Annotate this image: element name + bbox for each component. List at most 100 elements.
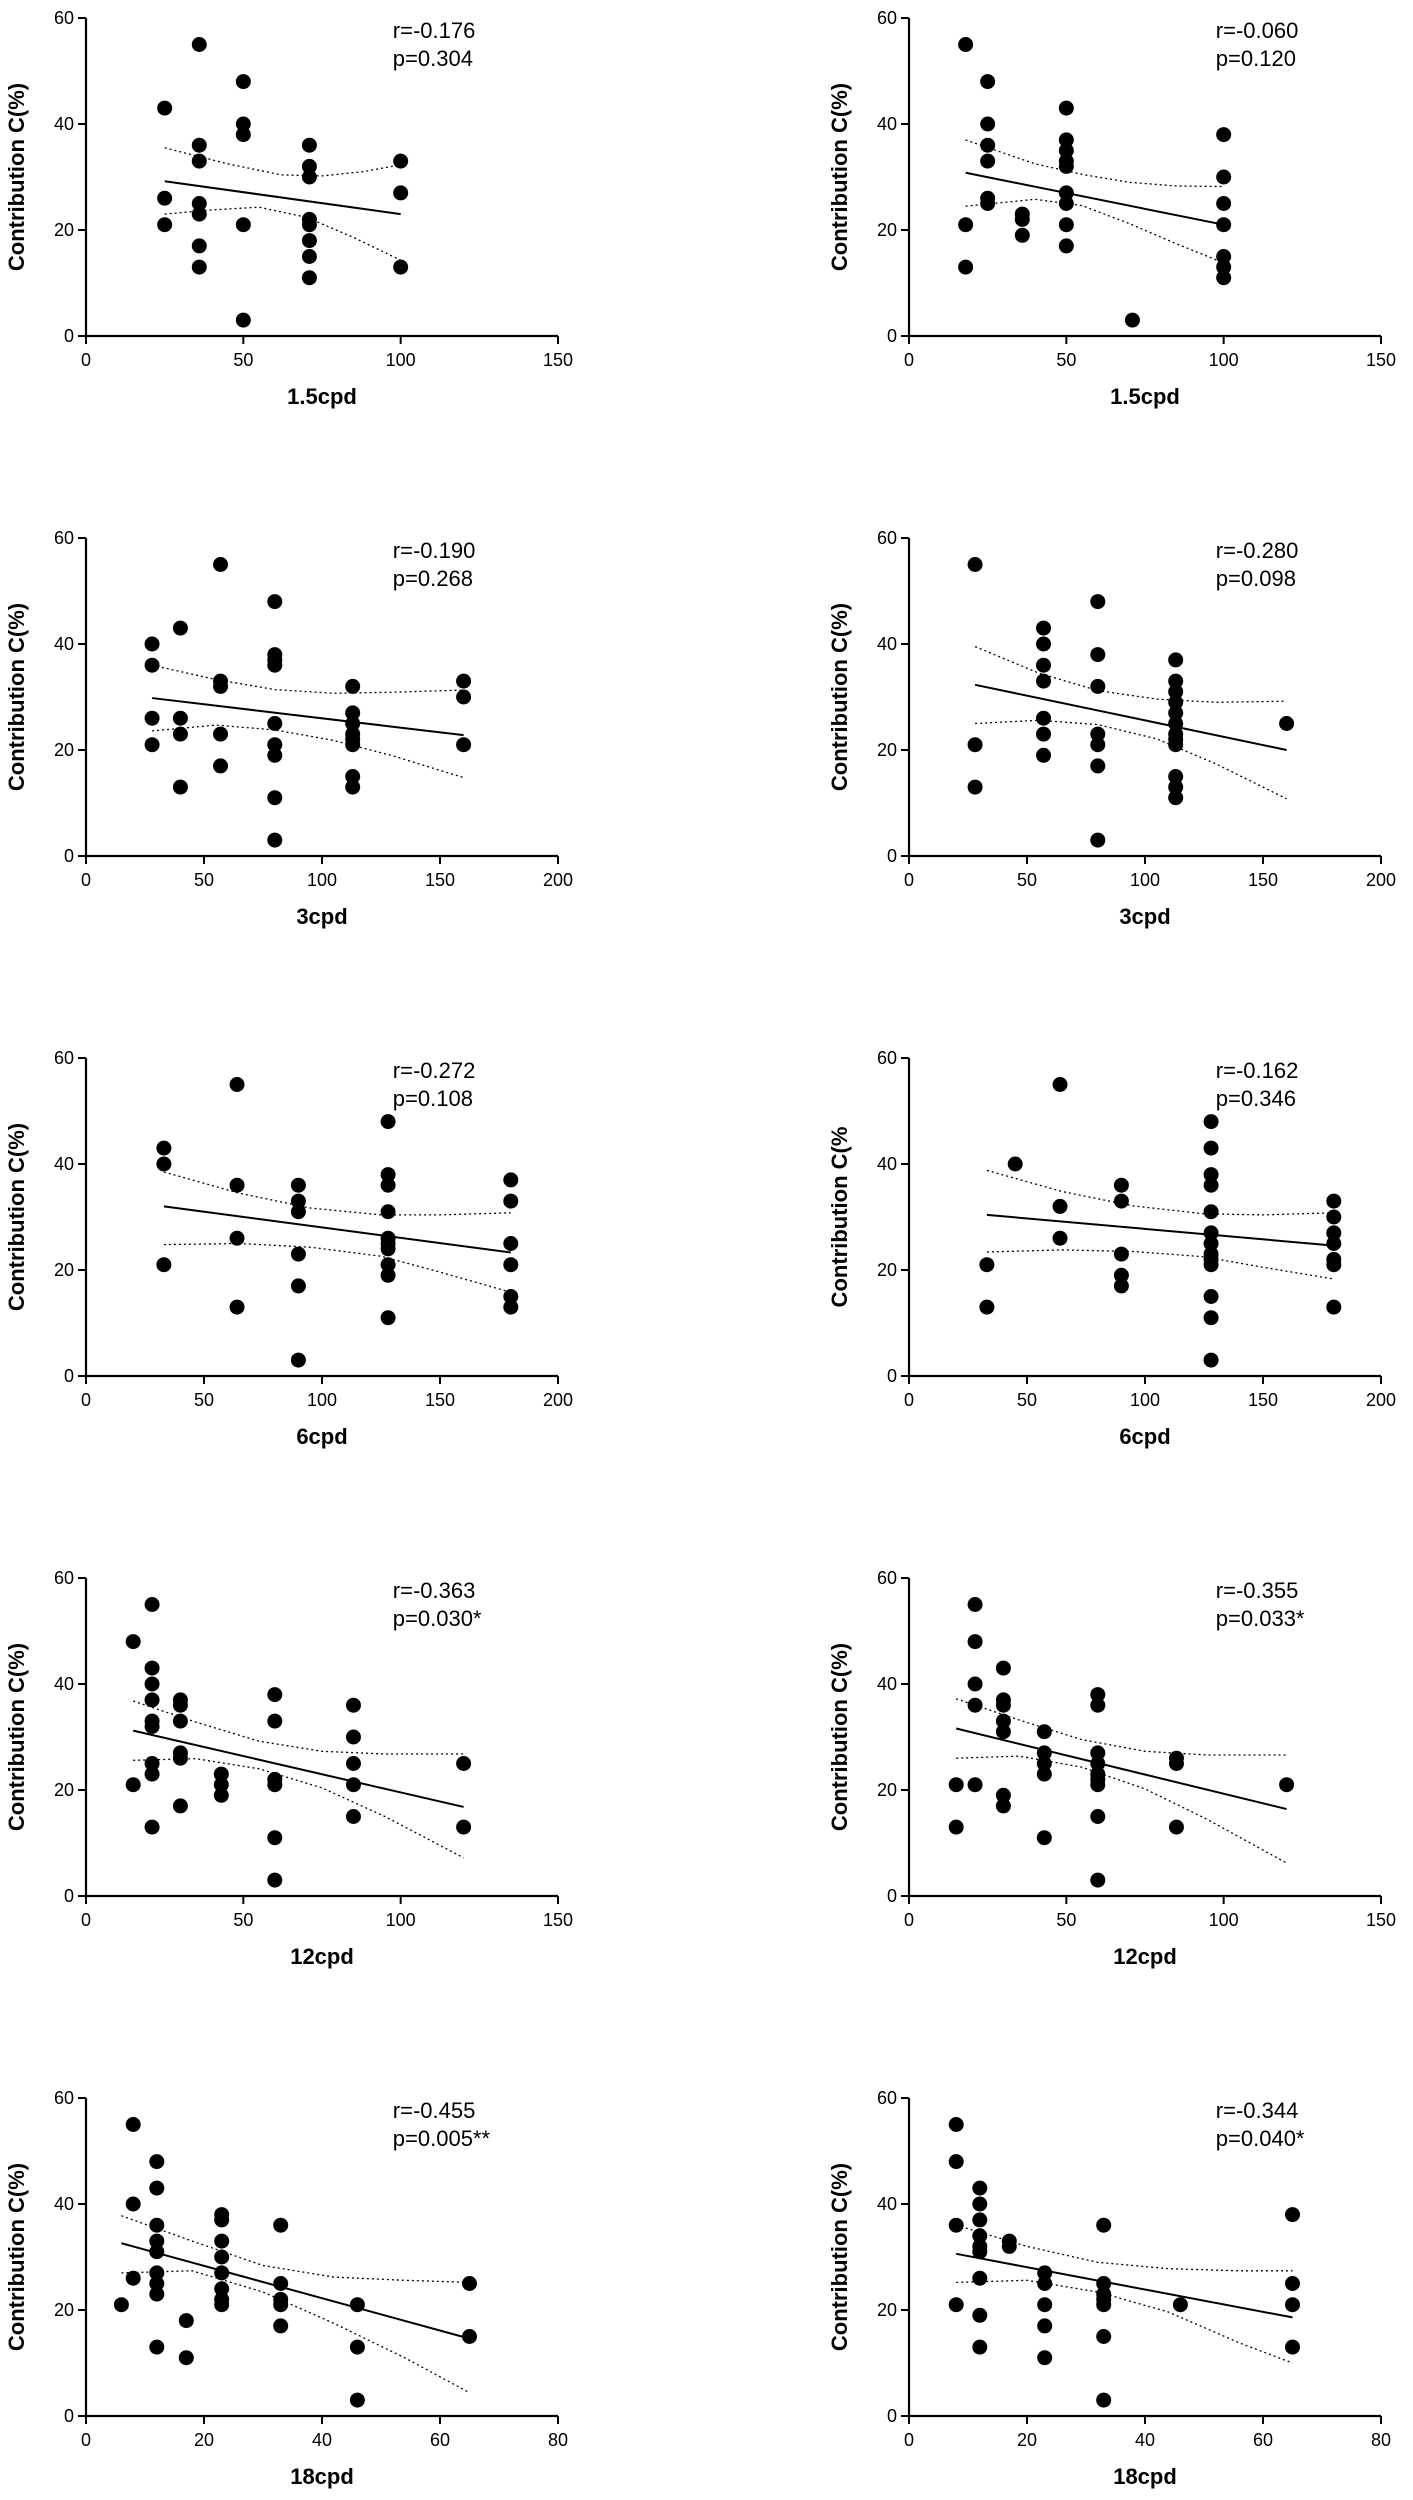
data-point <box>214 2281 230 2297</box>
data-point <box>235 312 251 328</box>
data-point <box>1090 1809 1106 1824</box>
x-tick-label: 60 <box>430 2430 450 2450</box>
ci-lower-band <box>152 724 464 779</box>
data-point <box>149 2180 165 2196</box>
ci-lower-band <box>956 2279 1293 2364</box>
data-point <box>1285 2339 1300 2355</box>
data-point <box>1014 227 1030 243</box>
data-point <box>1168 694 1184 710</box>
data-point <box>267 1687 283 1703</box>
data-point <box>345 1697 361 1713</box>
data-point <box>1326 1299 1342 1315</box>
ci-upper-band <box>974 645 1287 703</box>
y-tick-label: 60 <box>877 1048 897 1068</box>
data-point <box>1203 1167 1219 1183</box>
data-point <box>1096 2276 1112 2291</box>
y-tick-label: 0 <box>64 846 74 866</box>
data-point <box>144 1766 160 1782</box>
x-tick-label: 50 <box>1056 350 1076 370</box>
data-point <box>213 1787 229 1803</box>
x-axis-title: 6cpd <box>1119 1424 1170 1449</box>
data-point <box>191 206 207 222</box>
data-point <box>290 1352 306 1368</box>
scatter-panel-8: 0 20 40 60 0 50 100 150 12cpd Contribution C(%) r=… <box>827 1568 1396 1969</box>
y-tick-label: 60 <box>54 8 74 28</box>
ci-lower-band <box>956 1755 1287 1864</box>
stat-p: p=0.268 <box>393 566 473 591</box>
data-point <box>1203 1310 1219 1326</box>
data-point <box>191 37 207 52</box>
y-tick-label: 20 <box>877 220 897 240</box>
stat-r: r=-0.363 <box>393 1578 476 1603</box>
data-point <box>191 196 207 211</box>
data-point <box>1090 678 1106 694</box>
regression-line <box>164 180 401 216</box>
data-point <box>1037 2350 1053 2366</box>
data-point <box>345 737 361 753</box>
data-point <box>456 673 472 689</box>
data-point <box>1090 726 1106 742</box>
data-point <box>980 116 996 132</box>
ci-lower-band <box>133 1758 464 1859</box>
data-point <box>229 1299 245 1315</box>
data-point <box>1037 2297 1053 2313</box>
stat-p: p=0.304 <box>393 46 473 71</box>
data-point <box>213 678 229 694</box>
data-point <box>235 74 251 90</box>
data-point <box>1058 217 1074 233</box>
data-point <box>172 1697 188 1713</box>
data-point <box>1203 1177 1219 1193</box>
scatter-panel-10: 0 20 40 60 0 20 40 60 80 18cpd Contribution C(%) r=… <box>827 2088 1391 2489</box>
data-point <box>213 1777 229 1793</box>
data-point <box>267 657 283 673</box>
data-point <box>972 2339 988 2355</box>
y-axis-title: Contribution C(% <box>827 1127 852 1308</box>
x-tick-label: 0 <box>81 1910 91 1930</box>
data-point <box>235 127 251 143</box>
data-point <box>1216 196 1232 211</box>
data-point <box>948 1777 964 1793</box>
data-point <box>979 1299 995 1315</box>
data-point <box>380 1167 396 1183</box>
data-point <box>229 1077 245 1092</box>
data-point <box>1001 2238 1017 2254</box>
data-point <box>144 1597 160 1612</box>
data-point <box>213 758 229 774</box>
data-point <box>503 1257 519 1273</box>
y-axis-title: Contribution C(%) <box>4 1643 29 1831</box>
data-point <box>1203 1114 1219 1130</box>
data-point <box>1203 1204 1219 1220</box>
x-tick-label: 100 <box>1130 870 1160 890</box>
data-point <box>301 158 317 174</box>
data-point <box>967 1634 983 1650</box>
data-point <box>267 790 283 806</box>
x-tick-label: 100 <box>1130 1390 1160 1410</box>
data-point <box>149 2286 165 2302</box>
x-tick-label: 50 <box>1017 1390 1037 1410</box>
data-point <box>995 1713 1011 1729</box>
data-point <box>125 2196 141 2212</box>
data-point <box>1036 1756 1052 1771</box>
data-point <box>149 2265 165 2281</box>
data-point <box>1090 1872 1106 1888</box>
stat-r: r=-0.162 <box>1216 1058 1299 1083</box>
data-point <box>1090 647 1106 663</box>
data-point <box>149 2276 165 2291</box>
stat-p: p=0.108 <box>393 1086 473 1111</box>
y-tick-label: 20 <box>54 220 74 240</box>
data-point <box>144 1692 160 1708</box>
data-point <box>157 190 173 206</box>
data-point <box>125 1777 141 1793</box>
data-point <box>156 1257 172 1273</box>
stat-p: p=0.033* <box>1216 1606 1305 1631</box>
stat-p: p=0.098 <box>1216 566 1296 591</box>
x-tick-label: 20 <box>194 2430 214 2450</box>
data-point <box>290 1177 306 1193</box>
data-point <box>1326 1225 1342 1241</box>
data-point <box>191 153 207 169</box>
data-point <box>172 1750 188 1766</box>
data-point <box>144 1676 160 1692</box>
ci-lower-band <box>121 2270 470 2394</box>
x-tick-label: 200 <box>1366 1390 1396 1410</box>
data-point <box>144 636 160 652</box>
